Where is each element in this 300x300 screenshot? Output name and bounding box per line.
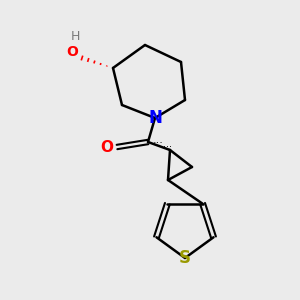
Text: ···: ··· [153, 138, 164, 148]
Text: H: H [70, 29, 80, 43]
Text: O: O [100, 140, 113, 154]
Text: N: N [148, 109, 162, 127]
Text: ···: ··· [164, 142, 172, 152]
Text: O: O [66, 45, 78, 59]
Text: S: S [179, 249, 191, 267]
